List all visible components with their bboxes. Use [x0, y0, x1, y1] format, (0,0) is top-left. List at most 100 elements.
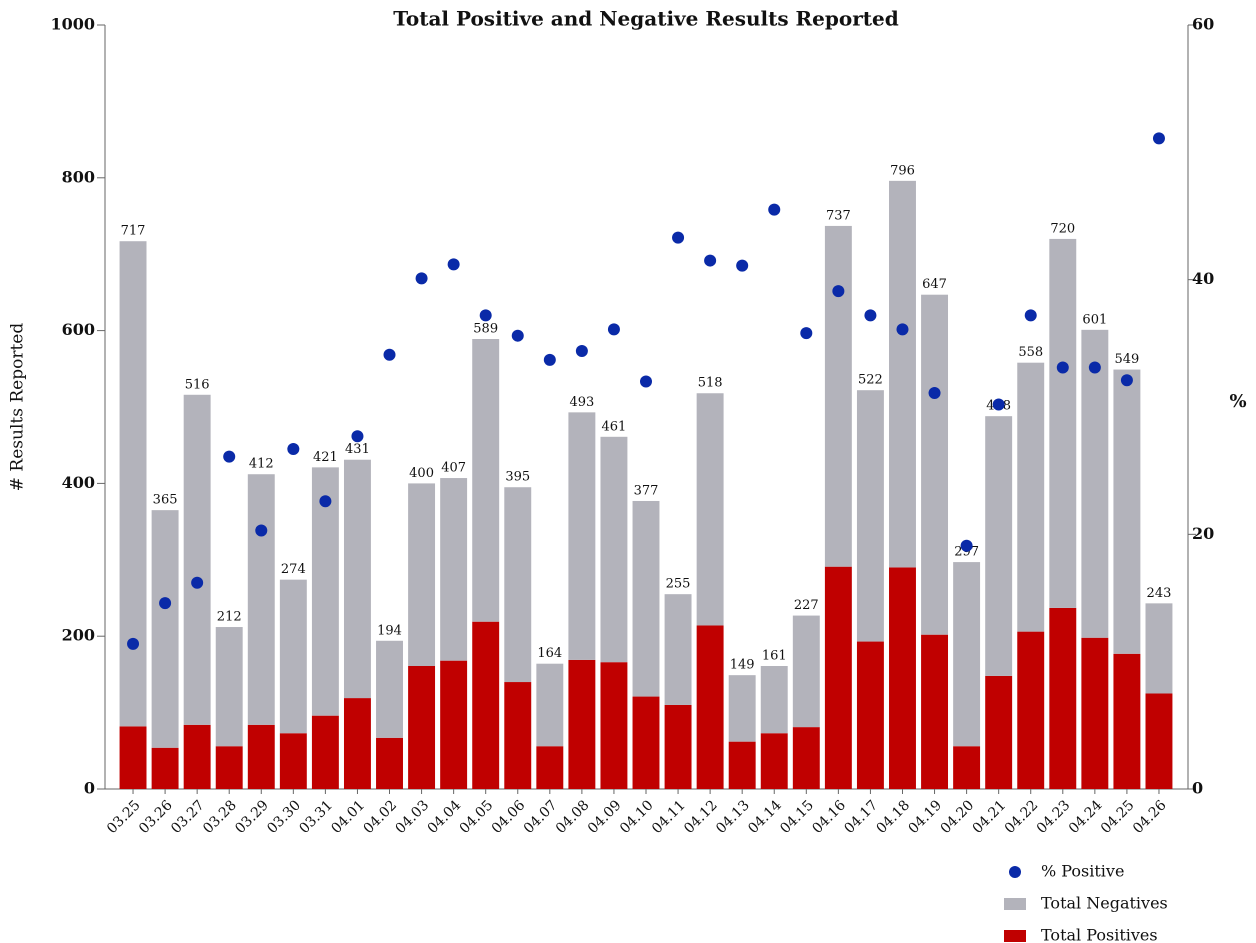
bar-segment [985, 675, 1013, 789]
data-label: 164 [537, 646, 562, 661]
bar-segment [921, 634, 949, 789]
x-tick-label: 04.17 [841, 797, 881, 837]
bar-segment [664, 594, 692, 705]
y-tick-label: 400 [62, 473, 95, 492]
point [319, 495, 332, 508]
data-label: 255 [666, 577, 691, 592]
data-label: 558 [1018, 345, 1043, 360]
bar-segment [889, 567, 916, 789]
x-tick-label: 04.11 [649, 797, 689, 837]
bar-segment [1049, 238, 1077, 608]
y2-axis-label: % [1229, 391, 1246, 412]
data-label: 297 [954, 545, 979, 560]
data-label: 601 [1082, 312, 1107, 327]
data-label: 516 [185, 377, 210, 392]
bar-segment [632, 500, 660, 697]
bar-segment [1113, 653, 1141, 789]
bar-segment [279, 579, 307, 734]
point [447, 258, 460, 271]
bar-segment [504, 487, 532, 683]
point [1088, 361, 1101, 374]
point [543, 353, 556, 366]
bar-segment [1081, 637, 1109, 789]
bar-segment [760, 665, 788, 734]
x-tick-label: 04.20 [938, 797, 978, 837]
x-tick-label: 04.03 [393, 797, 433, 837]
bar-segment [856, 641, 884, 789]
point [287, 443, 300, 456]
bar-segment [376, 737, 403, 789]
bar-segment [119, 726, 147, 789]
x-tick-label: 04.23 [1034, 797, 1074, 837]
bar-segment [1113, 369, 1141, 654]
bar-segment [151, 510, 179, 748]
point [768, 203, 781, 216]
data-label: 377 [634, 483, 659, 498]
y-tick-label: 1000 [50, 15, 95, 34]
data-label: 395 [505, 470, 530, 485]
bar-segment [536, 663, 564, 747]
bar-segment [600, 662, 628, 789]
x-tick-label: 04.16 [809, 797, 849, 837]
bar-segment [1017, 631, 1045, 789]
bar-segment [985, 416, 1013, 676]
data-label: 407 [441, 461, 466, 476]
point [223, 450, 236, 463]
x-tick-label: 04.15 [777, 797, 817, 837]
point [896, 323, 909, 336]
legend-label: Total Negatives [1041, 894, 1168, 913]
point [607, 323, 620, 336]
legend-marker [1004, 898, 1026, 910]
x-tick-label: 03.31 [296, 797, 336, 837]
bar-segment [792, 615, 820, 728]
bar-segment [568, 659, 596, 789]
x-tick-label: 04.13 [713, 797, 753, 837]
data-label: 400 [409, 466, 434, 481]
bar-segment [408, 665, 436, 789]
y2-tick-label: 40 [1192, 269, 1214, 288]
bar-segment [183, 394, 211, 725]
point [800, 327, 813, 340]
point [928, 386, 941, 399]
data-label: 493 [569, 395, 594, 410]
bar-segment [1081, 329, 1109, 638]
bar-segment [311, 715, 339, 789]
data-label: 796 [890, 163, 915, 178]
x-tick-label: 04.19 [906, 797, 946, 837]
bar-segment [696, 625, 724, 789]
x-tick-label: 04.10 [617, 797, 657, 837]
bar-segment [215, 746, 243, 789]
bar-segment [183, 724, 211, 789]
bar-segment [921, 294, 949, 635]
x-tick-label: 03.27 [168, 797, 208, 837]
y-tick-label: 0 [84, 779, 95, 798]
legend-marker [1004, 930, 1026, 942]
point [992, 398, 1005, 411]
data-label: 227 [794, 598, 819, 613]
x-tick-label: 04.01 [328, 797, 368, 837]
bar-segment [953, 562, 981, 747]
x-tick-label: 04.02 [361, 797, 401, 837]
bar-segment [215, 627, 243, 747]
x-tick-label: 04.12 [681, 797, 721, 837]
data-label: 212 [217, 610, 242, 625]
data-label: 431 [345, 442, 370, 457]
bar-segment [343, 698, 371, 789]
x-tick-label: 04.06 [489, 797, 529, 837]
bar-segment [568, 412, 596, 660]
data-label: 421 [313, 450, 338, 465]
data-label: 274 [281, 562, 306, 577]
bar-segment [472, 339, 500, 622]
bar-segment [889, 180, 916, 568]
bar-segment [824, 566, 852, 789]
point [1056, 361, 1069, 374]
bar-segment [792, 727, 820, 789]
bar-segment [600, 436, 628, 663]
point [383, 348, 396, 361]
data-label: 194 [377, 623, 402, 638]
bar-segment [1145, 693, 1173, 789]
legend-marker [1009, 866, 1021, 878]
data-label: 549 [1114, 352, 1139, 367]
data-label: 161 [762, 648, 787, 663]
